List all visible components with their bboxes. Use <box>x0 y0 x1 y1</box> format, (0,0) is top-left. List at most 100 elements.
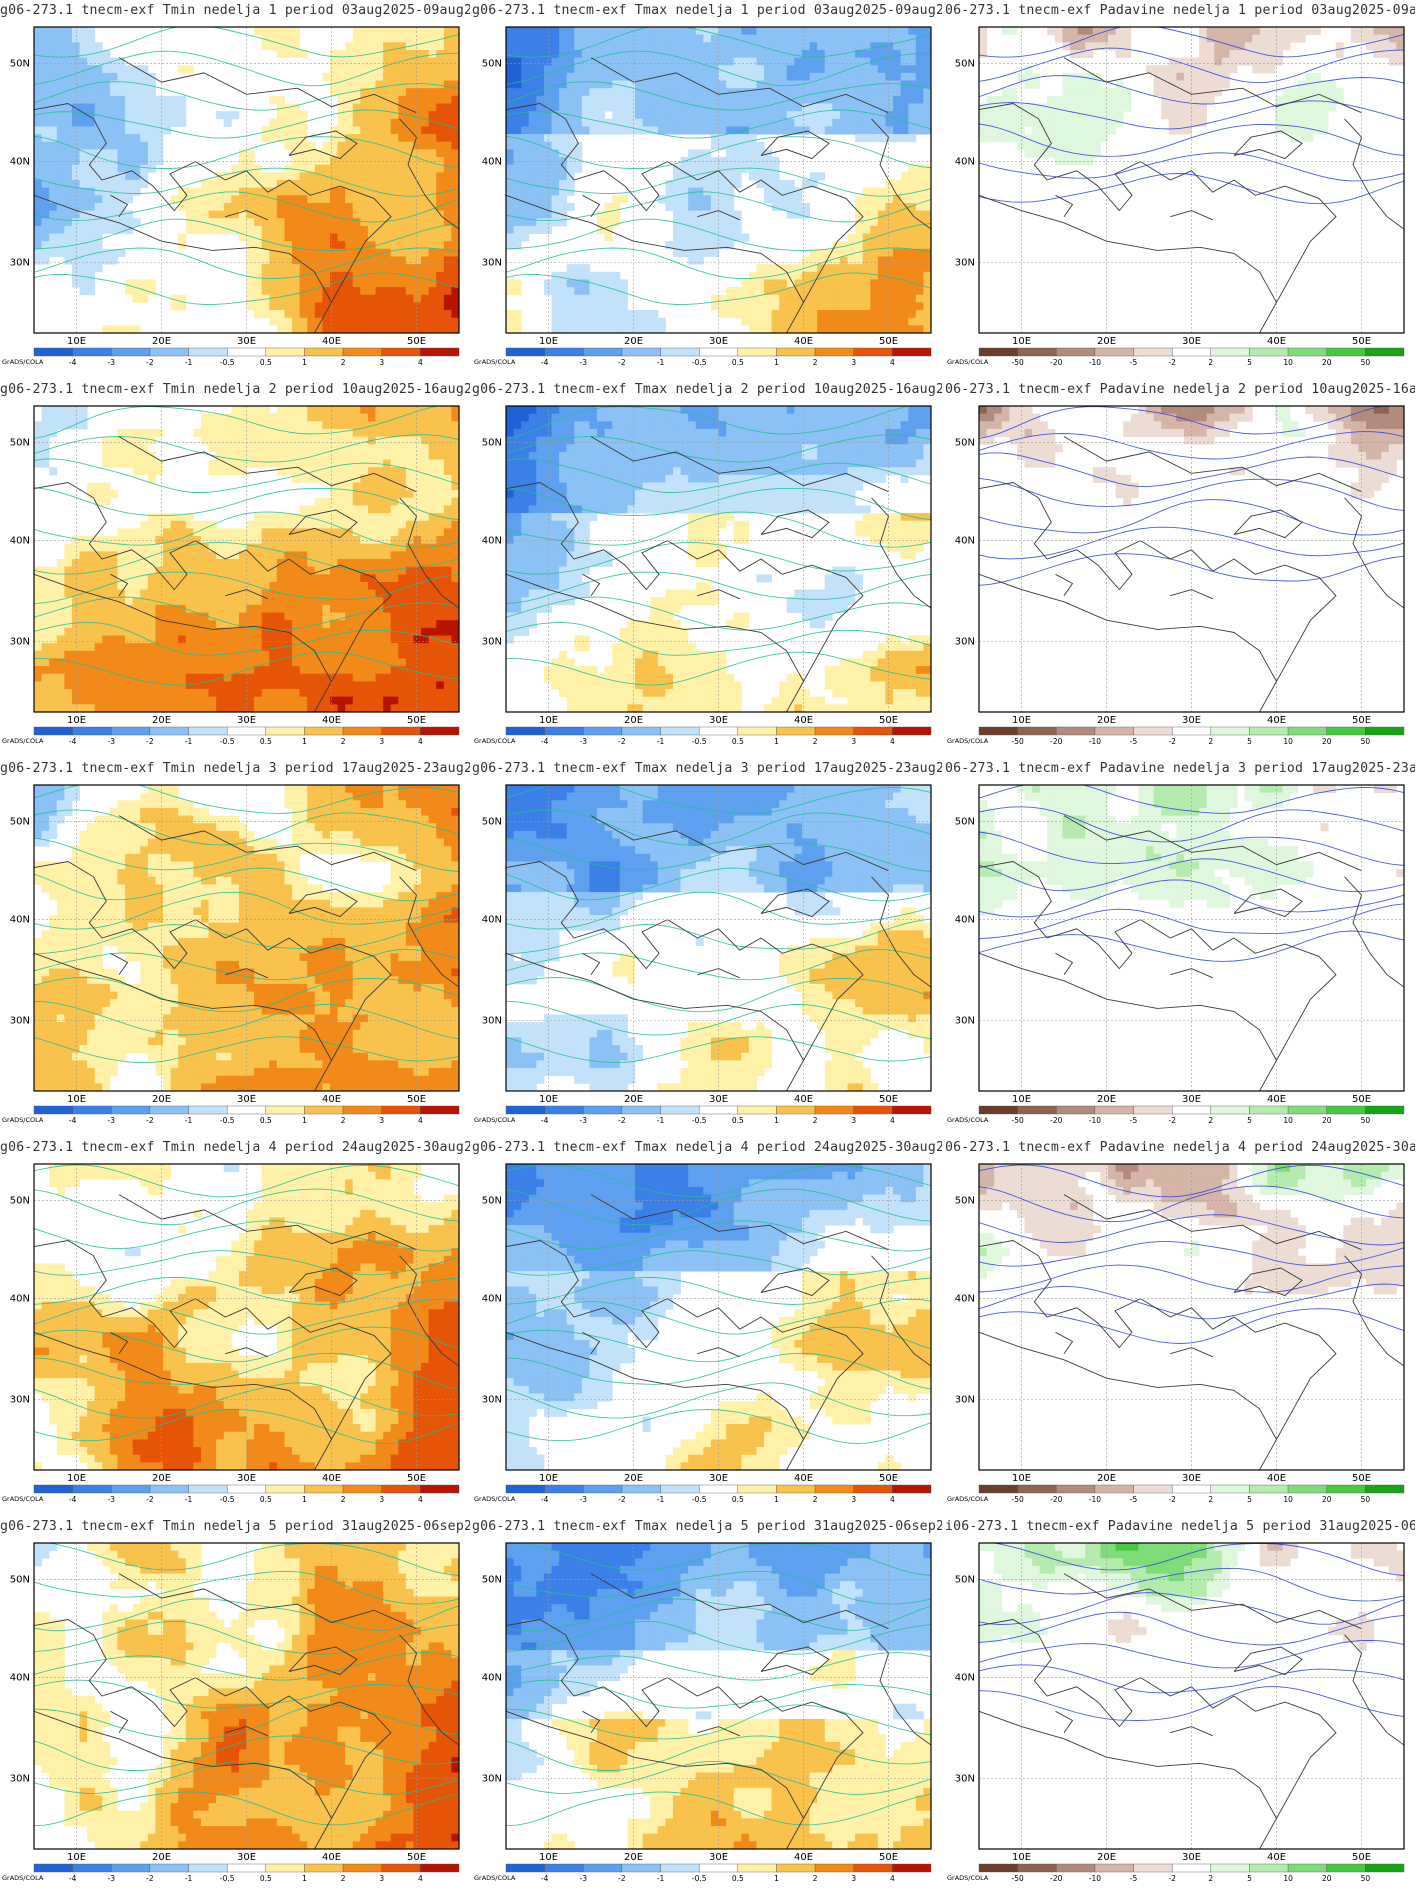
colorbar-label: -10 <box>1089 737 1101 746</box>
lat-tick-label: 40N <box>955 536 975 547</box>
colorbar-label: -50 <box>1012 358 1024 367</box>
forecast-panel: i06-273.1 tnecm-exf Padavine nedelja 5 p… <box>945 1516 1415 1894</box>
lat-tick-label: 50N <box>10 438 30 449</box>
colorbar-label: 50 <box>1361 1116 1371 1125</box>
colorbar-label: -3 <box>580 358 588 367</box>
forecast-panel: g06-273.1 tnecm-exf Tmax nedelja 2 perio… <box>472 379 942 757</box>
colorbar: -4 -3 -2 -1 -0.5 0.5 1 2 3 4 <box>33 1484 460 1504</box>
panel-title: g06-273.1 tnecm-exf Tmin nedelja 2 perio… <box>0 382 470 397</box>
colorbar-label: 4 <box>418 737 423 746</box>
forecast-panel: 06-273.1 tnecm-exf Padavine nedelja 1 pe… <box>945 0 1415 378</box>
colorbar-label: 3 <box>851 737 856 746</box>
colorbar-label: -4 <box>541 1495 549 1504</box>
colorbar-label: 5 <box>1247 737 1252 746</box>
colorbar-label: 1 <box>774 1116 779 1125</box>
lat-tick-label: 50N <box>955 817 975 828</box>
lat-tick-label: 30N <box>955 1395 975 1406</box>
map-plot: 10E 20E 30E 40E 50E 50N 40N 30N -4 -3 -2 -1 -0.5 0.5 1… <box>474 26 932 367</box>
forecast-panel: 06-273.1 tnecm-exf Padavine nedelja 4 pe… <box>945 1137 1415 1515</box>
colorbar-label: 50 <box>1361 358 1371 367</box>
lat-tick-label: 40N <box>955 915 975 926</box>
colorbar-label: 4 <box>890 1495 895 1504</box>
anomaly-field <box>34 1164 459 1470</box>
lat-tick-label: 30N <box>482 1016 502 1027</box>
lon-tick-label: 20E <box>1097 715 1116 726</box>
grads-brand-label: GrADS/COLA <box>2 737 44 745</box>
contour-lines <box>506 406 931 686</box>
colorbar-label: 20 <box>1322 1874 1332 1883</box>
lat-tick-label: 40N <box>955 1673 975 1684</box>
lon-tick-label: 10E <box>1012 1473 1031 1484</box>
map-plot: 10E 20E 30E 40E 50E 50N 40N 30N -4 -3 -2 -1 -0.5 0.5 1… <box>2 26 460 367</box>
lon-tick-label: 20E <box>1097 1473 1116 1484</box>
colorbar-label: -2 <box>1168 1495 1176 1504</box>
panel-title: g06-273.1 tnecm-exf Tmin nedelja 5 perio… <box>0 1519 470 1534</box>
colorbar-label: -50 <box>1012 737 1024 746</box>
colorbar-label: 10 <box>1283 1495 1293 1504</box>
colorbar-label: -0.5 <box>692 1116 707 1125</box>
colorbar-label: 0.5 <box>732 1116 744 1125</box>
colorbar-label: 1 <box>302 1116 307 1125</box>
colorbar: -4 -3 -2 -1 -0.5 0.5 1 2 3 4 <box>505 1863 932 1883</box>
colorbar-label: 5 <box>1247 1495 1252 1504</box>
map-frame <box>33 26 460 334</box>
lon-tick-label: 30E <box>709 336 728 347</box>
colorbar-label: -5 <box>1130 1874 1138 1883</box>
map-gridlines <box>506 1543 931 1849</box>
lon-tick-label: 40E <box>794 715 813 726</box>
colorbar-label: 2 <box>813 737 818 746</box>
colorbar-label: 2 <box>813 1495 818 1504</box>
grads-brand-label: GrADS/COLA <box>474 1874 516 1882</box>
colorbar-label: 2 <box>1208 737 1213 746</box>
colorbar-label: 20 <box>1322 1495 1332 1504</box>
lon-tick-label: 50E <box>879 1473 898 1484</box>
lat-tick-label: 40N <box>10 915 30 926</box>
colorbar-label: -0.5 <box>220 1116 235 1125</box>
colorbar-label: 1 <box>302 1874 307 1883</box>
lon-tick-label: 30E <box>1182 715 1201 726</box>
colorbar-label: -3 <box>108 358 116 367</box>
colorbar-label: -20 <box>1050 358 1062 367</box>
grads-brand-label: GrADS/COLA <box>2 1495 44 1503</box>
map-plot: 10E 20E 30E 40E 50E 50N 40N 30N -4 -3 -2 -1 -0.5 0.5 1… <box>474 1163 932 1504</box>
lon-tick-label: 30E <box>1182 1094 1201 1105</box>
grads-brand-label: GrADS/COLA <box>2 1874 44 1882</box>
colorbar-label: -1 <box>185 358 193 367</box>
lon-tick-label: 40E <box>322 336 341 347</box>
lon-tick-label: 20E <box>624 1852 643 1863</box>
grads-brand-label: GrADS/COLA <box>474 737 516 745</box>
lon-tick-label: 30E <box>237 336 256 347</box>
colorbar-label: 4 <box>418 1495 423 1504</box>
panel-title: 06-273.1 tnecm-exf Padavine nedelja 2 pe… <box>945 382 1415 397</box>
colorbar-label: 0.5 <box>260 737 272 746</box>
colorbar-label: -50 <box>1012 1116 1024 1125</box>
grads-brand-label: GrADS/COLA <box>2 1116 44 1124</box>
colorbar-label: 2 <box>341 1874 346 1883</box>
colorbar-label: 1 <box>774 1495 779 1504</box>
colorbar-label: -2 <box>618 1874 626 1883</box>
map-frame <box>978 405 1405 713</box>
lon-tick-label: 10E <box>67 1852 86 1863</box>
colorbar-label: -1 <box>185 1495 193 1504</box>
colorbar-label: 20 <box>1322 737 1332 746</box>
lat-tick-label: 30N <box>955 637 975 648</box>
colorbar-label: -2 <box>618 358 626 367</box>
lon-tick-label: 10E <box>1012 336 1031 347</box>
map-gridlines <box>34 406 459 712</box>
colorbar-label: -50 <box>1012 1495 1024 1504</box>
lon-tick-label: 30E <box>1182 1473 1201 1484</box>
lon-tick-label: 40E <box>794 336 813 347</box>
colorbar-label: 1 <box>774 1874 779 1883</box>
map-gridlines <box>506 406 931 712</box>
grads-brand-label: GrADS/COLA <box>947 358 989 366</box>
colorbar-label: 0.5 <box>732 1874 744 1883</box>
lat-tick-label: 30N <box>10 1395 30 1406</box>
colorbar-label: 5 <box>1247 1116 1252 1125</box>
map-frame <box>978 784 1405 1092</box>
colorbar-label: 20 <box>1322 358 1332 367</box>
colorbar-label: -2 <box>146 358 154 367</box>
colorbar: -50 -20 -10 -5 -2 2 5 10 20 50 <box>978 726 1405 746</box>
colorbar-label: -4 <box>541 1116 549 1125</box>
lat-tick-label: 50N <box>482 817 502 828</box>
colorbar-label: 4 <box>890 358 895 367</box>
